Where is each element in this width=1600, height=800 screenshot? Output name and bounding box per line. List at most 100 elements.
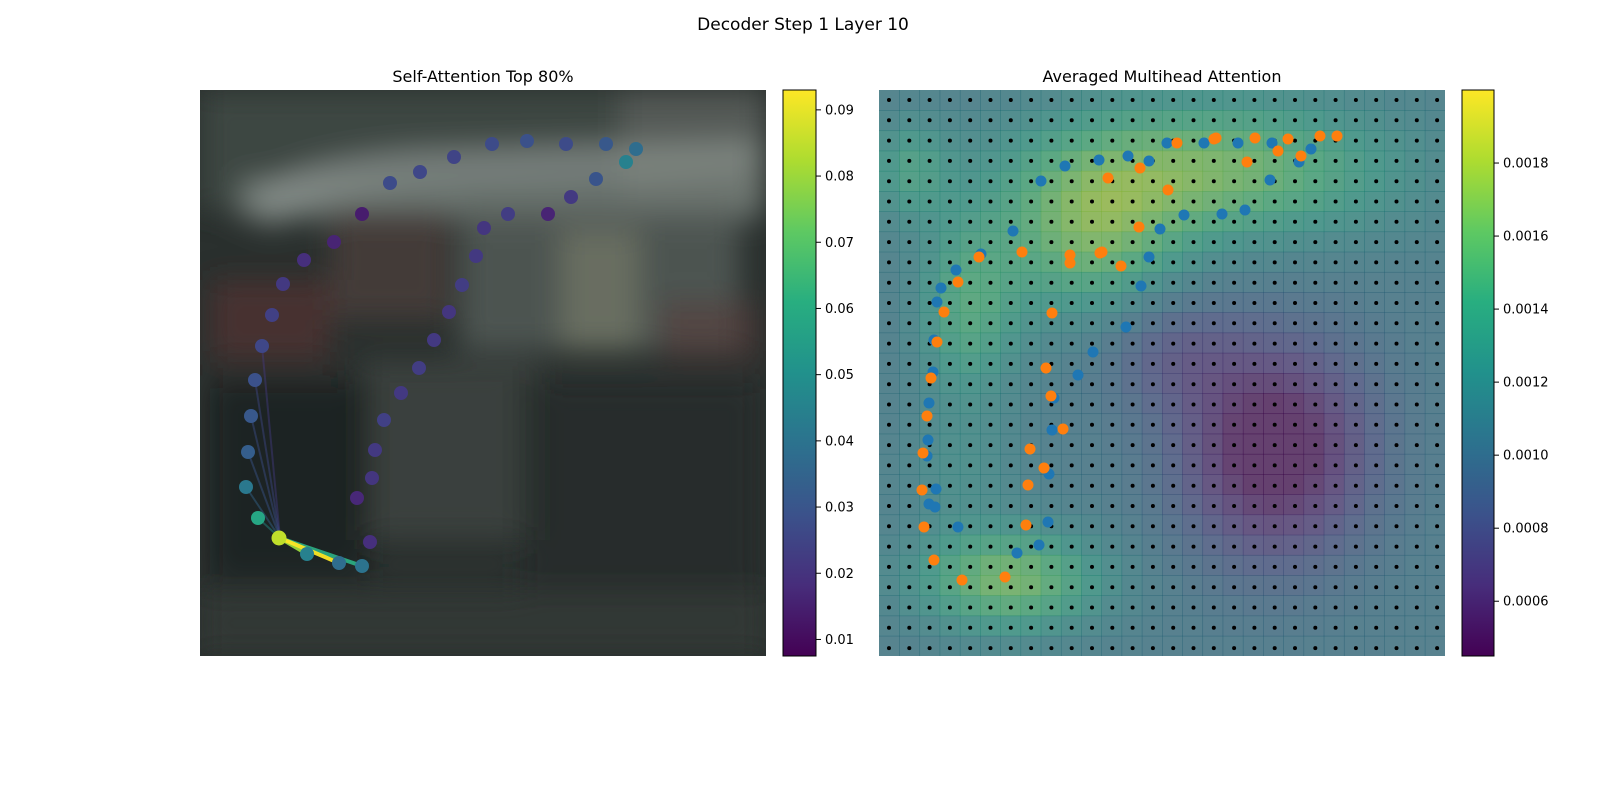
series-point: [1198, 137, 1210, 149]
grid-dot: [1394, 544, 1399, 549]
grid-dot: [947, 625, 952, 630]
grid-dot: [1211, 260, 1216, 265]
grid-dot: [1435, 544, 1440, 549]
series-point: [1046, 424, 1058, 436]
grid-dot: [1414, 98, 1419, 102]
grid-dot: [947, 402, 952, 407]
blue-series: [921, 137, 1317, 559]
series-point: [1135, 280, 1147, 292]
grid-dot: [1272, 585, 1277, 590]
series-point: [1024, 443, 1036, 455]
series-point: [1266, 137, 1278, 149]
heatmap-cell: [1424, 312, 1445, 334]
grid-dot: [927, 605, 932, 610]
grid-dot: [1191, 605, 1196, 610]
grid-dot: [968, 98, 973, 102]
series-point: [1057, 423, 1069, 435]
grid-dot: [1313, 544, 1318, 549]
grid-dot: [1435, 179, 1440, 184]
multihead-attention-colorbar: 0.0006 0.0008 0.0010 0.0012 0.0014 0.0016 0.00…: [1461, 89, 1549, 657]
grid-dot: [1029, 585, 1034, 590]
trajectory-point: [501, 207, 515, 221]
grid-dot: [1150, 240, 1155, 245]
grid-dot: [1110, 280, 1115, 285]
grid-dot: [947, 321, 952, 326]
heatmap-cell: [1404, 554, 1426, 576]
trajectory-point: [413, 165, 427, 179]
series-point: [1064, 249, 1076, 261]
grid-dot: [1272, 158, 1277, 163]
grid-dot: [1272, 625, 1277, 630]
heatmap-cell: [1263, 635, 1284, 656]
series-point: [1314, 130, 1326, 142]
grid-dot: [1191, 240, 1196, 245]
grid-dot: [1435, 585, 1440, 590]
heatmap-cell: [919, 635, 941, 656]
grid-dot: [927, 118, 932, 123]
grid-dot: [1394, 402, 1399, 407]
series-point: [917, 447, 929, 459]
grid-dot: [947, 138, 952, 143]
grid-dot: [1374, 443, 1379, 448]
grid-dot: [988, 361, 993, 366]
colorbar-gradient: [1461, 89, 1495, 657]
grid-dot: [1130, 199, 1135, 204]
series-point: [1033, 539, 1045, 551]
grid-dot: [887, 199, 891, 204]
grid-dot: [1435, 138, 1440, 143]
grid-dot: [1414, 280, 1419, 285]
grid-dot: [1394, 321, 1399, 326]
heatmap-cell: [1404, 393, 1426, 415]
grid-dot: [1313, 483, 1318, 488]
grid-dot: [1333, 402, 1338, 407]
grid-dot: [1293, 422, 1297, 427]
grid-dot: [1333, 219, 1338, 224]
grid-dot: [1049, 179, 1054, 184]
grid-dot: [947, 544, 952, 549]
grid-dot: [947, 158, 952, 163]
grid-dot: [1110, 443, 1115, 448]
grid-dot: [1150, 382, 1155, 387]
heatmap-cell: [1404, 433, 1426, 455]
grid-dot: [1333, 625, 1338, 630]
grid-dot: [1272, 605, 1277, 610]
grid-dot: [1252, 240, 1257, 245]
heatmap-cell: [1222, 635, 1244, 656]
grid-dot: [907, 524, 912, 529]
grid-dot: [1394, 301, 1399, 305]
heatmap-cell: [1343, 494, 1365, 516]
grid-dot: [1090, 301, 1094, 305]
grid-dot: [1150, 118, 1155, 123]
grid-dot: [1333, 422, 1338, 427]
grid-dot: [1008, 625, 1013, 630]
grid-dot: [947, 199, 952, 204]
heatmap-cell: [1364, 595, 1385, 617]
grid-dot: [1211, 422, 1216, 427]
grid-dot: [1090, 544, 1094, 549]
grid-dot: [1110, 260, 1115, 265]
grid-dot: [1272, 504, 1277, 508]
grid-dot: [988, 605, 993, 610]
grid-dot: [1293, 301, 1297, 305]
grid-dot: [1211, 361, 1216, 366]
series-point: [1122, 150, 1134, 162]
grid-dot: [1008, 260, 1013, 265]
grid-dot: [1049, 118, 1054, 123]
grid-dot: [1191, 280, 1196, 285]
heatmap-cell: [899, 635, 921, 656]
heatmap-cell: [1323, 554, 1345, 576]
grid-dot: [1130, 118, 1135, 123]
grid-dot: [1171, 341, 1176, 346]
series-point: [1208, 133, 1220, 145]
heatmap-cell: [1242, 595, 1264, 617]
series-point: [925, 372, 937, 384]
series-point: [1038, 462, 1050, 474]
grid-dot: [1374, 138, 1379, 143]
grid-dot: [1293, 382, 1297, 387]
grid-dot: [1110, 646, 1115, 651]
grid-dot: [1191, 544, 1196, 549]
trajectory-point: [455, 278, 469, 292]
grid-dot: [1008, 321, 1013, 326]
grid-dot: [1110, 564, 1115, 569]
grid-dot: [968, 524, 973, 529]
